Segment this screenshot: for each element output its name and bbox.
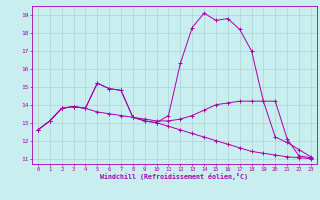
X-axis label: Windchill (Refroidissement éolien,°C): Windchill (Refroidissement éolien,°C) — [100, 173, 248, 180]
